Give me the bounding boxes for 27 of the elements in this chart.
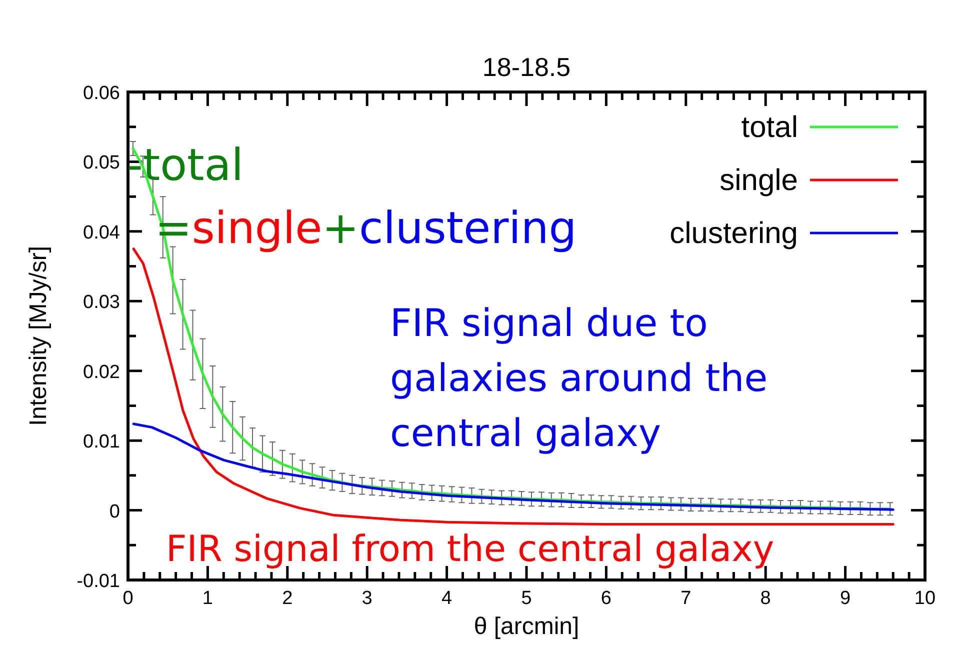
x-tick-label: 7 (680, 588, 692, 609)
annotation: FIR signal from the central galaxy (166, 529, 774, 570)
x-tick-label: 2 (282, 588, 293, 609)
y-tick-label: 0.02 (83, 362, 120, 383)
y-axis-title: Intensity [MJy/sr] (25, 246, 52, 426)
x-tick-label: 8 (760, 588, 771, 609)
x-tick-label: 4 (442, 588, 453, 609)
y-tick-label: 0.04 (83, 222, 120, 244)
x-tick-label: 9 (840, 588, 851, 609)
y-tick-label: 0 (109, 501, 120, 522)
y-tick-label: 0.03 (83, 292, 120, 314)
annotation: FIR signal due to galaxies around the central galaxy (390, 301, 768, 455)
x-tick-label: 6 (600, 588, 612, 609)
x-axis-title: θ [arcmin] (474, 613, 580, 640)
legend-label: single (720, 164, 798, 197)
x-tick-label: 0 (122, 588, 134, 609)
x-tick-label: 10 (914, 588, 936, 609)
y-tick-label: 0.06 (83, 83, 120, 104)
legend-label: clustering (670, 217, 798, 250)
x-tick-label: 1 (202, 588, 213, 609)
x-tick-label: 3 (362, 588, 372, 609)
chart-title: 18-18.5 (482, 52, 571, 82)
y-tick-label: -0.01 (76, 571, 120, 592)
x-tick-label: 5 (521, 588, 532, 609)
legend-label: total (741, 111, 798, 144)
y-tick-label: 0.05 (83, 152, 120, 174)
y-tick-label: 0.01 (83, 432, 120, 453)
